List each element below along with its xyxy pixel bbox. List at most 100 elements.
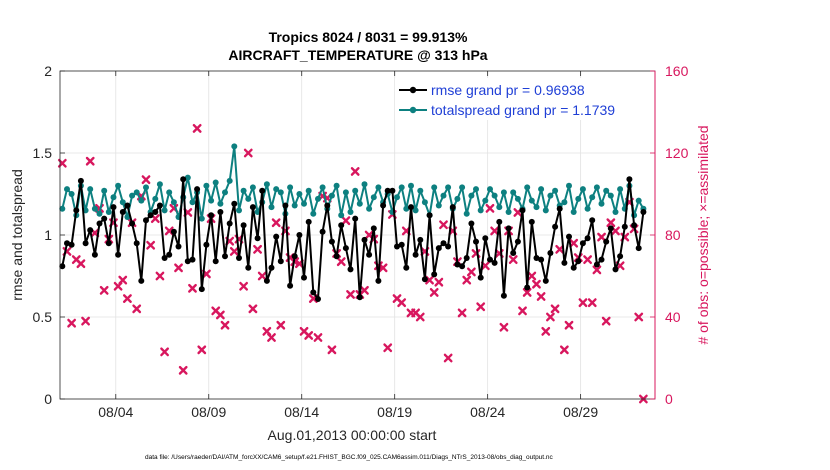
obs-marker-stroke (146, 240, 156, 250)
x-tick-label: 08/19 (377, 404, 412, 420)
obs-marker (634, 312, 644, 322)
totalspread-point (342, 189, 349, 196)
totalspread-point (184, 174, 191, 181)
rmse-point (584, 235, 591, 242)
totalspread-point (240, 187, 247, 194)
totalspread-point (338, 212, 345, 219)
obs-marker-stroke (99, 285, 109, 295)
totalspread-point (208, 197, 215, 204)
obs-marker-stroke (480, 261, 490, 271)
rmse-point (556, 205, 563, 212)
rmse-point (231, 200, 238, 207)
obs-marker (123, 294, 132, 303)
y-tick-label: 0.5 (33, 309, 53, 325)
obs-marker-stroke (220, 320, 230, 330)
totalspread-point (231, 143, 238, 150)
rmse-point (598, 256, 605, 263)
rmse-point (268, 264, 275, 271)
obs-marker-stroke (229, 246, 239, 256)
rmse-point (575, 258, 582, 265)
rmse-point (156, 202, 163, 209)
totalspread-point (356, 200, 363, 207)
obs-marker-stroke (415, 312, 425, 322)
rmse-point (91, 251, 98, 258)
rmse-point (440, 240, 447, 247)
obs-marker (346, 290, 355, 299)
totalspread-point (370, 194, 377, 201)
obs-marker-stroke (341, 216, 351, 226)
rmse-point (566, 233, 572, 240)
obs-marker-stroke (592, 265, 602, 275)
rmse-point (524, 284, 531, 291)
rmse-point (561, 259, 568, 266)
obs-marker (76, 259, 86, 269)
rmse-point (105, 240, 112, 247)
totalspread-point (417, 187, 424, 194)
obs-marker (415, 312, 425, 322)
obs-marker-stroke (522, 288, 532, 297)
rmse-point (263, 277, 270, 284)
x-axis-label: Aug.01,2013 00:00:00 start (268, 427, 437, 443)
rmse-point (468, 220, 475, 227)
totalspread-point (91, 205, 98, 212)
chart-subtitle: AIRCRAFT_TEMPERATURE @ 313 hPa (228, 47, 487, 63)
rmse-point (82, 240, 89, 247)
obs-marker (583, 255, 592, 264)
totalspread-point (59, 205, 66, 212)
obs-marker (383, 343, 393, 353)
obs-marker (569, 238, 579, 248)
totalspread-point (603, 187, 610, 194)
totalspread-point (129, 192, 136, 199)
obs-marker-stroke (555, 244, 565, 254)
obs-marker-stroke (188, 283, 197, 293)
totalspread-point (124, 214, 131, 220)
totalspread-point (152, 195, 159, 202)
obs-marker (257, 271, 267, 281)
totalspread-point (87, 186, 94, 193)
obs-marker-stroke (327, 345, 337, 355)
rmse-point (640, 209, 647, 215)
rmse-point (361, 236, 368, 243)
totalspread-point (273, 186, 280, 193)
obs-marker-stroke (546, 312, 555, 322)
totalspread-point (296, 191, 303, 197)
obs-marker-stroke (257, 271, 267, 281)
rmse-point (152, 209, 159, 215)
rmse-point (612, 266, 619, 273)
totalspread-point (435, 202, 442, 209)
totalspread-point (133, 189, 140, 196)
obs-marker-stroke (118, 275, 128, 285)
obs-marker (276, 320, 286, 330)
totalspread-point (505, 209, 512, 215)
totalspread-point (263, 181, 270, 188)
rmse-point (217, 209, 224, 215)
obs-marker-stroke (611, 226, 620, 236)
totalspread-point (575, 195, 582, 202)
rmse-point (73, 207, 80, 214)
totalspread-point (310, 210, 317, 217)
obs-marker (160, 347, 169, 357)
obs-marker (541, 326, 551, 336)
obs-marker-stroke (350, 167, 360, 176)
obs-marker-stroke (383, 343, 393, 353)
obs-marker (397, 298, 407, 308)
obs-marker-stroke (262, 326, 272, 336)
totalspread-point (166, 189, 173, 196)
totalspread-point (612, 209, 619, 215)
rmse-point (621, 223, 628, 230)
rmse-point (301, 274, 307, 281)
rmse-point (426, 212, 433, 219)
totalspread-point (398, 184, 405, 191)
obs-marker (267, 333, 276, 342)
totalspread-point (68, 191, 75, 197)
obs-marker (336, 257, 346, 267)
obs-marker-stroke (81, 316, 90, 326)
ticks: 08/04 08/09 08/14 08/19 08/24 08/29 0 0.5 1 1.5 2 0… (33, 63, 689, 420)
rmse-point (635, 245, 642, 252)
obs-marker (555, 244, 565, 254)
totalspread-point (203, 182, 210, 189)
rmse-point (333, 253, 340, 260)
y2-tick-label: 80 (665, 227, 681, 243)
rmse-point (370, 225, 377, 232)
obs-marker (248, 304, 258, 314)
